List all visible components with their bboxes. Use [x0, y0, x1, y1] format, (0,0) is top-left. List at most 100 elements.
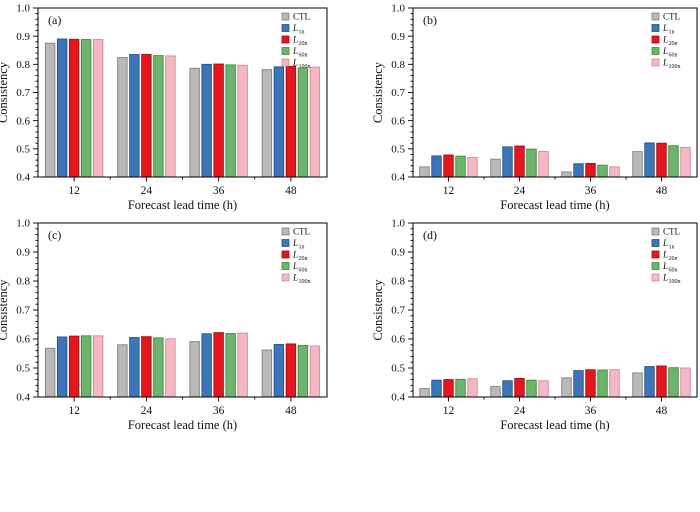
x-tick-label: 36	[213, 185, 225, 197]
y-tick-label: 0.5	[391, 363, 405, 375]
bar-CTL-36	[561, 377, 572, 398]
bar-CTL-36	[561, 171, 572, 178]
bar-CTL-24	[117, 57, 128, 178]
y-axis-label: Consistency	[0, 61, 10, 123]
legend-swatch-L20n	[281, 250, 290, 259]
bar-L1n-12	[431, 379, 442, 398]
legend-label-L1n: L1n	[292, 238, 305, 251]
bar-L1n-36	[573, 370, 584, 398]
bar-L60n-36	[597, 369, 608, 398]
bar-L20n-24	[141, 54, 152, 178]
y-tick-label: 0.4	[16, 392, 30, 404]
legend-swatch-L100n	[281, 273, 290, 282]
legend-swatch-L100n	[281, 58, 290, 67]
legend-label-L60n: L60n	[662, 46, 678, 59]
legend-label-L1n: L1n	[662, 23, 675, 36]
bar-L20n-48	[285, 343, 297, 398]
legend-swatch-CTL	[651, 227, 660, 236]
bar-L60n-24	[153, 337, 164, 398]
y-tick-label: 0.7	[391, 305, 405, 317]
y-tick-label: 0.5	[16, 363, 30, 375]
bar-L60n-12	[80, 335, 92, 398]
y-tick-label: 1.0	[16, 218, 30, 230]
bar-L20n-36	[585, 369, 596, 398]
x-tick-label: 24	[141, 185, 153, 197]
y-tick-label: 0.8	[16, 276, 30, 288]
legend-label-L100n: L100n	[662, 58, 681, 71]
x-tick-label: 48	[656, 185, 668, 197]
bar-L1n-36	[201, 333, 212, 398]
y-tick-label: 0.6	[16, 334, 30, 346]
legend-label-L20n: L20n	[662, 35, 678, 48]
bar-L100n-12	[467, 157, 478, 178]
bar-L1n-48	[273, 66, 285, 178]
y-tick-label: 0.5	[16, 144, 30, 156]
bar-CTL-24	[490, 386, 501, 398]
bar-L1n-24	[129, 54, 140, 178]
panel-letter: (a)	[48, 13, 61, 27]
y-tick-label: 0.4	[391, 392, 405, 404]
legend-swatch-CTL	[281, 12, 290, 21]
panel-d: 0.4 0.5 0.6 0.7 0.8 0.9 1.0 12 24 36 48 Forecast le…	[350, 215, 700, 445]
bar-L60n-36	[225, 333, 236, 398]
bar-CTL-36	[189, 67, 200, 178]
x-tick-label: 36	[585, 185, 597, 197]
bar-L60n-12	[455, 155, 466, 178]
legend-label-L100n: L100n	[662, 273, 681, 286]
x-tick-label: 12	[68, 185, 80, 197]
bar-L100n-48	[680, 367, 691, 398]
bar-L100n-36	[237, 64, 248, 178]
bar-L60n-12	[455, 378, 466, 398]
y-tick-label: 0.9	[16, 31, 30, 43]
chart-svg-c: 0.4 0.5 0.6 0.7 0.8 0.9 1.0 12 24 36 48 Forecast le…	[0, 218, 328, 432]
bar-L100n-36	[237, 332, 248, 398]
bar-L1n-24	[502, 380, 513, 398]
panel-a: 0.4 0.5 0.6 0.7 0.8 0.9 1.0 12 24 36 48 Forecast le…	[0, 0, 350, 215]
bar-L60n-36	[225, 64, 236, 178]
bar-L20n-24	[514, 145, 525, 178]
bar-L20n-36	[585, 163, 596, 178]
bar-L20n-12	[68, 38, 80, 178]
y-axis-label: Consistency	[371, 61, 385, 123]
y-tick-label: 1.0	[391, 218, 405, 230]
x-tick-label: 24	[141, 405, 153, 417]
bar-L20n-24	[514, 377, 525, 398]
bar-L60n-48	[297, 67, 309, 178]
legend-label-L20n: L20n	[662, 250, 678, 263]
bar-L100n-48	[309, 66, 321, 178]
bar-L20n-24	[141, 336, 152, 398]
bar-L1n-48	[644, 366, 655, 398]
legend-swatch-L20n	[281, 35, 290, 44]
bar-L100n-24	[165, 338, 176, 398]
bar-CTL-24	[490, 158, 501, 178]
bar-CTL-48	[261, 69, 273, 178]
legend-label-CTL: CTL	[293, 12, 310, 22]
x-tick-label: 12	[68, 405, 80, 417]
y-axis-label: Consistency	[371, 279, 385, 341]
bar-CTL-12	[419, 166, 430, 178]
legend-swatch-L1n	[651, 239, 660, 247]
chart-svg-a: 0.4 0.5 0.6 0.7 0.8 0.9 1.0 12 24 36 48 Forecast le…	[0, 3, 328, 212]
x-tick-label: 24	[514, 405, 526, 417]
bar-L1n-48	[273, 344, 285, 398]
y-tick-label: 0.7	[391, 87, 405, 99]
legend-label-CTL: CTL	[663, 227, 680, 237]
bar-CTL-12	[44, 347, 56, 398]
legend-label-CTL: CTL	[293, 227, 310, 237]
y-tick-label: 0.9	[391, 247, 405, 259]
bar-L60n-12	[80, 39, 92, 178]
y-tick-label: 0.9	[16, 247, 30, 259]
x-tick-label: 36	[213, 405, 225, 417]
bar-L60n-48	[297, 344, 309, 398]
legend-swatch-L1n	[651, 24, 660, 32]
panel-b: 0.4 0.5 0.6 0.7 0.8 0.9 1.0 12 24 36 48 Forecast le…	[350, 0, 700, 215]
x-tick-label: 48	[285, 405, 297, 417]
x-axis-label: Forecast lead time (h)	[500, 418, 609, 432]
legend-label-L60n: L60n	[292, 261, 308, 274]
bar-L20n-12	[443, 379, 454, 398]
legend-label-L60n: L60n	[292, 46, 308, 59]
bar-L1n-48	[644, 142, 655, 178]
bar-L100n-48	[680, 146, 691, 178]
bar-L20n-48	[285, 65, 297, 178]
